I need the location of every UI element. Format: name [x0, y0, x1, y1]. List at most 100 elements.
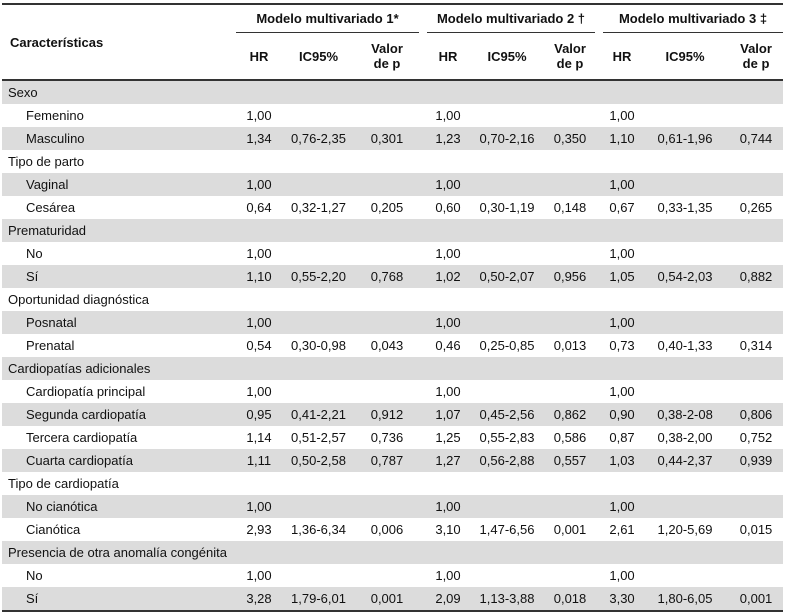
category-row: Prematuridad — [2, 219, 784, 242]
category-row: Presencia de otra anomalía congénita — [2, 541, 784, 564]
hr-cell — [603, 472, 641, 495]
ic95-cell — [469, 173, 545, 196]
hr-cell: 0,46 — [435, 338, 461, 353]
ic95-cell — [282, 173, 355, 196]
ic95-cell — [641, 219, 730, 242]
ic95-cell: 0,30-0,98 — [291, 338, 346, 353]
row-label: Femenino — [26, 108, 84, 123]
characteristics-header: Características — [2, 3, 236, 81]
hr-cell: 1,00 — [236, 311, 282, 334]
ic95-cell: 0,33-1,35 — [657, 200, 713, 215]
hr-cell: 1,00 — [435, 568, 461, 583]
hr-cell: 1,00 — [246, 384, 272, 399]
hr-cell: 0,87 — [609, 430, 635, 445]
p-value-cell — [545, 242, 595, 265]
ic95-cell — [469, 150, 545, 173]
p-value-cell — [545, 288, 595, 311]
ic95-cell — [282, 541, 355, 564]
ic95-cell — [641, 472, 729, 495]
ic95-cell — [282, 242, 355, 265]
p-value-cell: 0,912 — [355, 403, 419, 426]
p-value-cell: 0,265 — [739, 200, 773, 215]
p-value-cell — [355, 80, 419, 104]
header-row-columns: HR IC95% Valor de p HR IC95% Valor de p HR… — [2, 32, 784, 81]
p-value-cell — [545, 564, 595, 587]
ic95-cell — [641, 242, 729, 265]
hr-cell: 1,00 — [603, 311, 642, 334]
ic95-cell: 0,56-2,88 — [469, 449, 545, 472]
p-value-cell — [729, 357, 784, 380]
hr-cell: 0,54 — [246, 338, 272, 353]
hr-cell: 1,10 — [603, 127, 642, 150]
hr-cell: 1,00 — [603, 495, 642, 518]
p-header-3: Valor de p — [729, 32, 784, 81]
table-row: Sí 3,28 1,79-6,01 0,001 2,09 1,13-3,88 0,018 3,… — [2, 587, 784, 612]
hr-cell: 1,05 — [603, 265, 642, 288]
table-body: Sexo Femenino 1,00 1,00 1,00 Masculino 1,34 0,7… — [2, 80, 784, 612]
hr-cell: 2,93 — [246, 522, 272, 537]
hr-cell: 1,00 — [246, 108, 272, 123]
p-value-cell: 0,350 — [545, 127, 596, 150]
p-value-cell — [355, 311, 419, 334]
p-value-cell — [545, 495, 596, 518]
hr-cell — [427, 472, 469, 495]
hr-header-2: HR — [427, 32, 469, 81]
category-label: Oportunidad diagnóstica — [8, 292, 149, 307]
p-value-cell — [729, 541, 784, 564]
p-value-cell: 0,015 — [739, 522, 773, 537]
category-row: Tipo de parto — [2, 150, 783, 173]
ic95-cell: 1,79-6,01 — [282, 587, 355, 612]
category-label: Tipo de cardiopatía — [8, 476, 119, 491]
hr-cell: 3,10 — [435, 522, 461, 537]
row-label: No cianótica — [2, 495, 236, 518]
p-value-cell: 0,882 — [729, 265, 784, 288]
ic95-cell — [469, 219, 545, 242]
hr-cell — [603, 288, 641, 311]
hr-cell: 1,00 — [427, 311, 469, 334]
ic95-cell — [282, 357, 355, 380]
p-value-cell: 0,006 — [370, 522, 404, 537]
hr-cell — [427, 357, 469, 380]
p-value-cell — [729, 288, 783, 311]
ic95-cell: 0,44-2,37 — [641, 449, 730, 472]
hr-cell — [427, 288, 469, 311]
row-label: Cianótica — [26, 522, 81, 537]
ic-header-2: IC95% — [469, 32, 545, 81]
ic95-cell: 1,47-6,56 — [479, 522, 535, 537]
p-value-cell — [729, 104, 783, 127]
row-label: Posnatal — [2, 311, 236, 334]
hr-cell — [427, 541, 469, 564]
ic95-cell — [641, 541, 730, 564]
hr-cell — [236, 219, 282, 242]
p-value-cell: 0,043 — [370, 338, 404, 353]
p-value-cell: 0,736 — [370, 430, 404, 445]
model-1-header: Modelo multivariado 1* — [236, 3, 419, 33]
ic95-cell: 0,41-2,21 — [282, 403, 355, 426]
p-value-cell: 0,001 — [729, 587, 784, 612]
row-label: Cardiopatía principal — [26, 384, 146, 399]
ic95-cell: 1,80-6,05 — [641, 587, 730, 612]
ic95-cell — [469, 541, 545, 564]
ic95-cell: 0,40-1,33 — [657, 338, 713, 353]
ic95-cell — [282, 150, 355, 173]
hr-cell: 1,11 — [236, 449, 282, 472]
p-value-cell: 0,862 — [545, 403, 596, 426]
p-value-cell — [545, 357, 596, 380]
p-value-cell — [355, 242, 419, 265]
row-label: Vaginal — [2, 173, 236, 196]
ic95-cell — [469, 242, 545, 265]
ic95-cell: 0,76-2,35 — [282, 127, 355, 150]
p-value-cell — [545, 311, 596, 334]
p-value-cell: 0,586 — [553, 430, 587, 445]
header-row-groups: Características Modelo multivariado 1* M… — [2, 3, 784, 81]
hr-cell: 1,00 — [246, 246, 272, 261]
ic95-cell — [282, 80, 355, 104]
hr-cell: 1,00 — [246, 568, 272, 583]
hr-cell — [603, 80, 642, 104]
ic95-cell: 0,50-2,07 — [469, 265, 545, 288]
table-row: No 1,00 1,00 1,00 — [2, 242, 783, 265]
p-value-cell — [355, 472, 419, 495]
ic95-cell — [469, 472, 545, 495]
p-value-cell: 0,001 — [355, 587, 419, 612]
p-value-cell — [545, 380, 595, 403]
